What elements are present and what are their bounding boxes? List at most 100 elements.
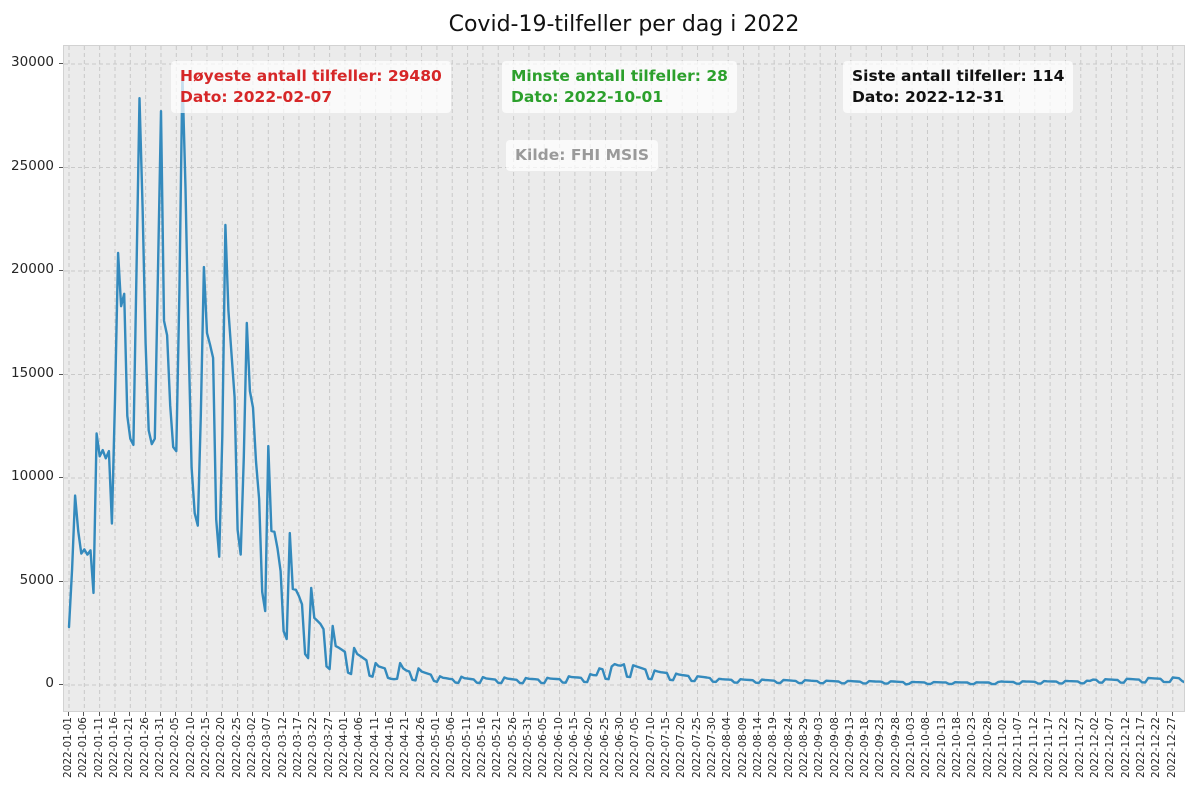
- x-tick-label: 2022-05-16: [475, 717, 488, 779]
- x-tick-label: 2022-07-30: [705, 717, 718, 779]
- x-tick-label: 2022-09-18: [859, 717, 872, 779]
- x-tick-mark: [1079, 712, 1081, 716]
- x-tick-mark: [221, 712, 223, 716]
- x-tick-mark: [558, 712, 560, 716]
- x-tick-mark: [190, 712, 192, 716]
- x-tick-label: 2022-08-29: [797, 717, 810, 779]
- x-tick-mark: [819, 712, 821, 716]
- x-tick-mark: [865, 712, 867, 716]
- x-tick-mark: [466, 712, 468, 716]
- y-tick-label: 0: [45, 675, 54, 691]
- x-tick-mark: [941, 712, 943, 716]
- x-tick-mark: [389, 712, 391, 716]
- x-tick-label: 2022-04-16: [383, 717, 396, 779]
- y-tick-mark: [59, 580, 63, 582]
- annotation-last-line2: Dato: 2022-12-31: [852, 88, 1005, 106]
- x-tick-mark: [359, 712, 361, 716]
- x-tick-label: 2022-04-26: [414, 717, 427, 779]
- x-tick-label: 2022-02-20: [215, 717, 228, 779]
- x-tick-label: 2022-03-02: [245, 717, 258, 779]
- x-tick-label: 2022-06-05: [537, 717, 550, 779]
- x-tick-mark: [711, 712, 713, 716]
- x-tick-label: 2022-06-25: [598, 717, 611, 779]
- x-tick-mark: [834, 712, 836, 716]
- x-tick-mark: [926, 712, 928, 716]
- x-tick-label: 2022-05-06: [445, 717, 458, 779]
- x-tick-label: 2022-10-08: [920, 717, 933, 779]
- x-tick-mark: [1141, 712, 1143, 716]
- x-tick-mark: [435, 712, 437, 716]
- y-tick-mark: [59, 63, 63, 64]
- x-tick-mark: [1049, 712, 1051, 716]
- x-tick-label: 2022-06-10: [552, 717, 565, 779]
- x-tick-label: 2022-09-13: [843, 717, 856, 779]
- x-tick-mark: [727, 712, 729, 716]
- x-tick-label: 2022-05-31: [521, 717, 534, 779]
- x-tick-label: 2022-03-27: [322, 717, 335, 779]
- x-tick-label: 2022-12-22: [1150, 717, 1163, 779]
- x-tick-mark: [619, 712, 621, 716]
- x-tick-mark: [957, 712, 959, 716]
- x-tick-label: 2022-10-18: [951, 717, 964, 779]
- y-tick-label: 15000: [11, 364, 54, 381]
- x-tick-label: 2022-08-14: [751, 717, 764, 779]
- x-tick-mark: [343, 712, 345, 716]
- annotation-source: Kilde: FHI MSIS: [506, 140, 659, 171]
- x-tick-mark: [1095, 712, 1097, 716]
- x-tick-label: 2022-09-23: [874, 717, 887, 779]
- x-tick-label: 2022-05-21: [491, 717, 504, 779]
- x-tick-mark: [175, 712, 177, 716]
- x-tick-mark: [1110, 712, 1112, 716]
- x-tick-mark: [481, 712, 483, 716]
- x-tick-mark: [880, 712, 882, 716]
- x-tick-label: 2022-08-19: [767, 717, 780, 779]
- x-tick-label: 2022-01-11: [92, 717, 105, 779]
- x-tick-mark: [589, 712, 591, 716]
- x-tick-mark: [313, 712, 315, 716]
- x-tick-label: 2022-06-15: [567, 717, 580, 779]
- x-tick-mark: [1033, 712, 1035, 716]
- chart-title: Covid-19-tilfeller per dag i 2022: [448, 12, 800, 37]
- annotation-min-line2: Dato: 2022-10-01: [511, 88, 664, 106]
- y-tick-mark: [59, 166, 63, 168]
- x-tick-label: 2022-08-04: [721, 717, 734, 779]
- x-tick-mark: [512, 712, 514, 716]
- x-tick-label: 2022-11-07: [1012, 717, 1025, 779]
- x-tick-label: 2022-02-25: [230, 717, 243, 779]
- x-tick-label: 2022-07-25: [690, 717, 703, 779]
- x-tick-mark: [911, 712, 913, 716]
- x-tick-mark: [497, 712, 499, 716]
- x-tick-mark: [573, 712, 575, 716]
- x-tick-mark: [251, 712, 253, 716]
- x-tick-mark: [1156, 712, 1158, 716]
- x-tick-label: 2022-07-15: [659, 717, 672, 779]
- x-tick-label: 2022-10-13: [935, 717, 948, 779]
- x-tick-mark: [757, 712, 759, 716]
- x-tick-mark: [803, 712, 805, 716]
- x-tick-mark: [849, 712, 851, 716]
- x-tick-mark: [665, 712, 667, 716]
- x-tick-mark: [98, 712, 100, 716]
- y-tick-mark: [59, 270, 63, 271]
- x-tick-label: 2022-04-06: [353, 717, 366, 779]
- annotation-min-line1: Minste antall tilfeller: 28: [511, 67, 728, 85]
- x-tick-label: 2022-02-10: [184, 717, 197, 779]
- x-tick-label: 2022-04-21: [399, 717, 412, 779]
- x-tick-mark: [236, 712, 238, 716]
- x-tick-label: 2022-10-23: [966, 717, 979, 779]
- x-tick-label: 2022-09-28: [889, 717, 902, 779]
- x-tick-label: 2022-03-07: [261, 717, 274, 779]
- x-tick-mark: [543, 712, 545, 716]
- x-tick-label: 2022-02-15: [199, 717, 212, 779]
- x-tick-label: 2022-12-07: [1104, 717, 1117, 779]
- x-tick-mark: [205, 712, 207, 716]
- x-tick-label: 2022-12-17: [1135, 717, 1148, 779]
- x-tick-mark: [1171, 712, 1173, 716]
- x-tick-label: 2022-06-20: [583, 717, 596, 779]
- x-tick-mark: [895, 712, 897, 716]
- x-tick-mark: [972, 712, 974, 716]
- x-tick-mark: [696, 712, 698, 716]
- x-tick-label: 2022-07-10: [644, 717, 657, 779]
- x-tick-mark: [650, 712, 652, 716]
- x-tick-mark: [282, 712, 284, 716]
